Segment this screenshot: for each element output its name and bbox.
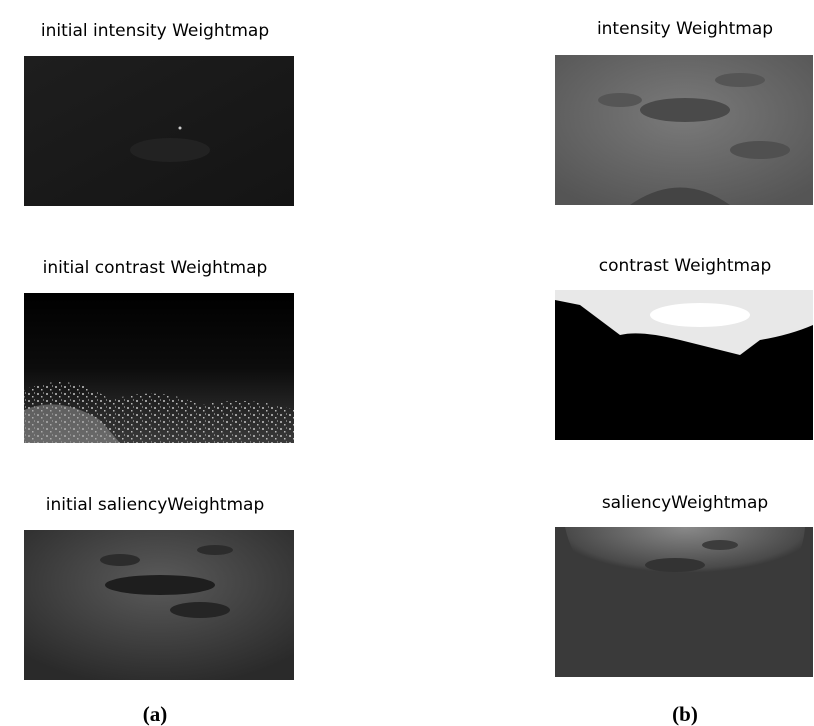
weightmap-image: [555, 290, 813, 440]
weightmap-image: [24, 530, 294, 680]
weightmap-image: [555, 527, 813, 677]
caption: (a): [143, 702, 168, 726]
panel-title: initial saliencyWeightmap: [46, 495, 265, 515]
panel-title: intensity Weightmap: [597, 19, 773, 39]
panel-title: initial intensity Weightmap: [41, 21, 269, 41]
figure: initial intensity Weightmap initial cont…: [0, 0, 814, 726]
weightmap-image: [555, 55, 813, 205]
page: initial intensity Weightmap initial cont…: [0, 0, 814, 726]
caption: (b): [672, 702, 698, 726]
panel-title: saliencyWeightmap: [602, 493, 768, 513]
weightmap-image: [24, 56, 294, 206]
weightmap-image: [24, 293, 294, 443]
panel-title: contrast Weightmap: [599, 256, 772, 276]
panel-title: initial contrast Weightmap: [43, 258, 268, 278]
